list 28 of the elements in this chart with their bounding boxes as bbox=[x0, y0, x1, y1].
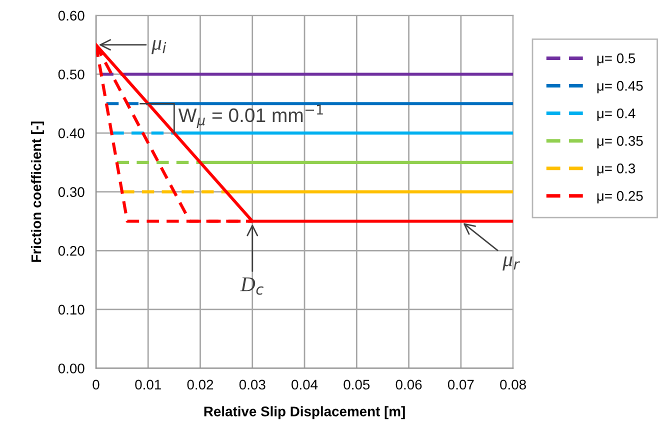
x-tick-label: 0 bbox=[92, 380, 100, 390]
annotation: μ$_{r}$ bbox=[502, 256, 520, 271]
annotation: W$_{μ}$ = 0.01 mm$^{−1}$ bbox=[178, 104, 323, 128]
y-axis-title: Friction coefficient [-] bbox=[31, 122, 44, 262]
y-tick-label: 0.30 bbox=[58, 187, 84, 198]
x-tick-label: 0.04 bbox=[292, 380, 318, 390]
legend-label: μ= 0.4 bbox=[597, 108, 636, 121]
annotation: μ$_{i}$ bbox=[152, 40, 166, 54]
legend-label: μ= 0.45 bbox=[597, 80, 643, 94]
x-tick-label: 0.02 bbox=[187, 380, 214, 390]
x-tick-label: 0.03 bbox=[239, 380, 266, 390]
y-tick-label: 0.40 bbox=[58, 128, 84, 138]
x-tick-label: 0.05 bbox=[344, 380, 370, 390]
legend-label: μ= 0.35 bbox=[597, 136, 643, 148]
x-tick-label: 0.08 bbox=[500, 380, 526, 390]
x-tick-label: 0.07 bbox=[448, 380, 474, 390]
y-tick-label: 0.20 bbox=[58, 246, 84, 256]
legend-label: μ= 0.25 bbox=[597, 191, 643, 204]
x-axis-title: Relative Slip Displacement [m] bbox=[204, 406, 405, 420]
legend-label: μ= 0.3 bbox=[597, 164, 636, 176]
annotation: D$_{c}$ bbox=[240, 277, 264, 295]
y-tick-label: 0.00 bbox=[58, 364, 84, 374]
y-tick-label: 0.60 bbox=[58, 10, 84, 21]
legend-label: μ= 0.5 bbox=[597, 53, 636, 66]
y-tick-label: 0.50 bbox=[58, 70, 84, 80]
x-tick-label: 0.06 bbox=[396, 380, 422, 390]
x-tick-label: 0.01 bbox=[135, 380, 161, 390]
y-tick-label: 0.10 bbox=[58, 304, 84, 315]
